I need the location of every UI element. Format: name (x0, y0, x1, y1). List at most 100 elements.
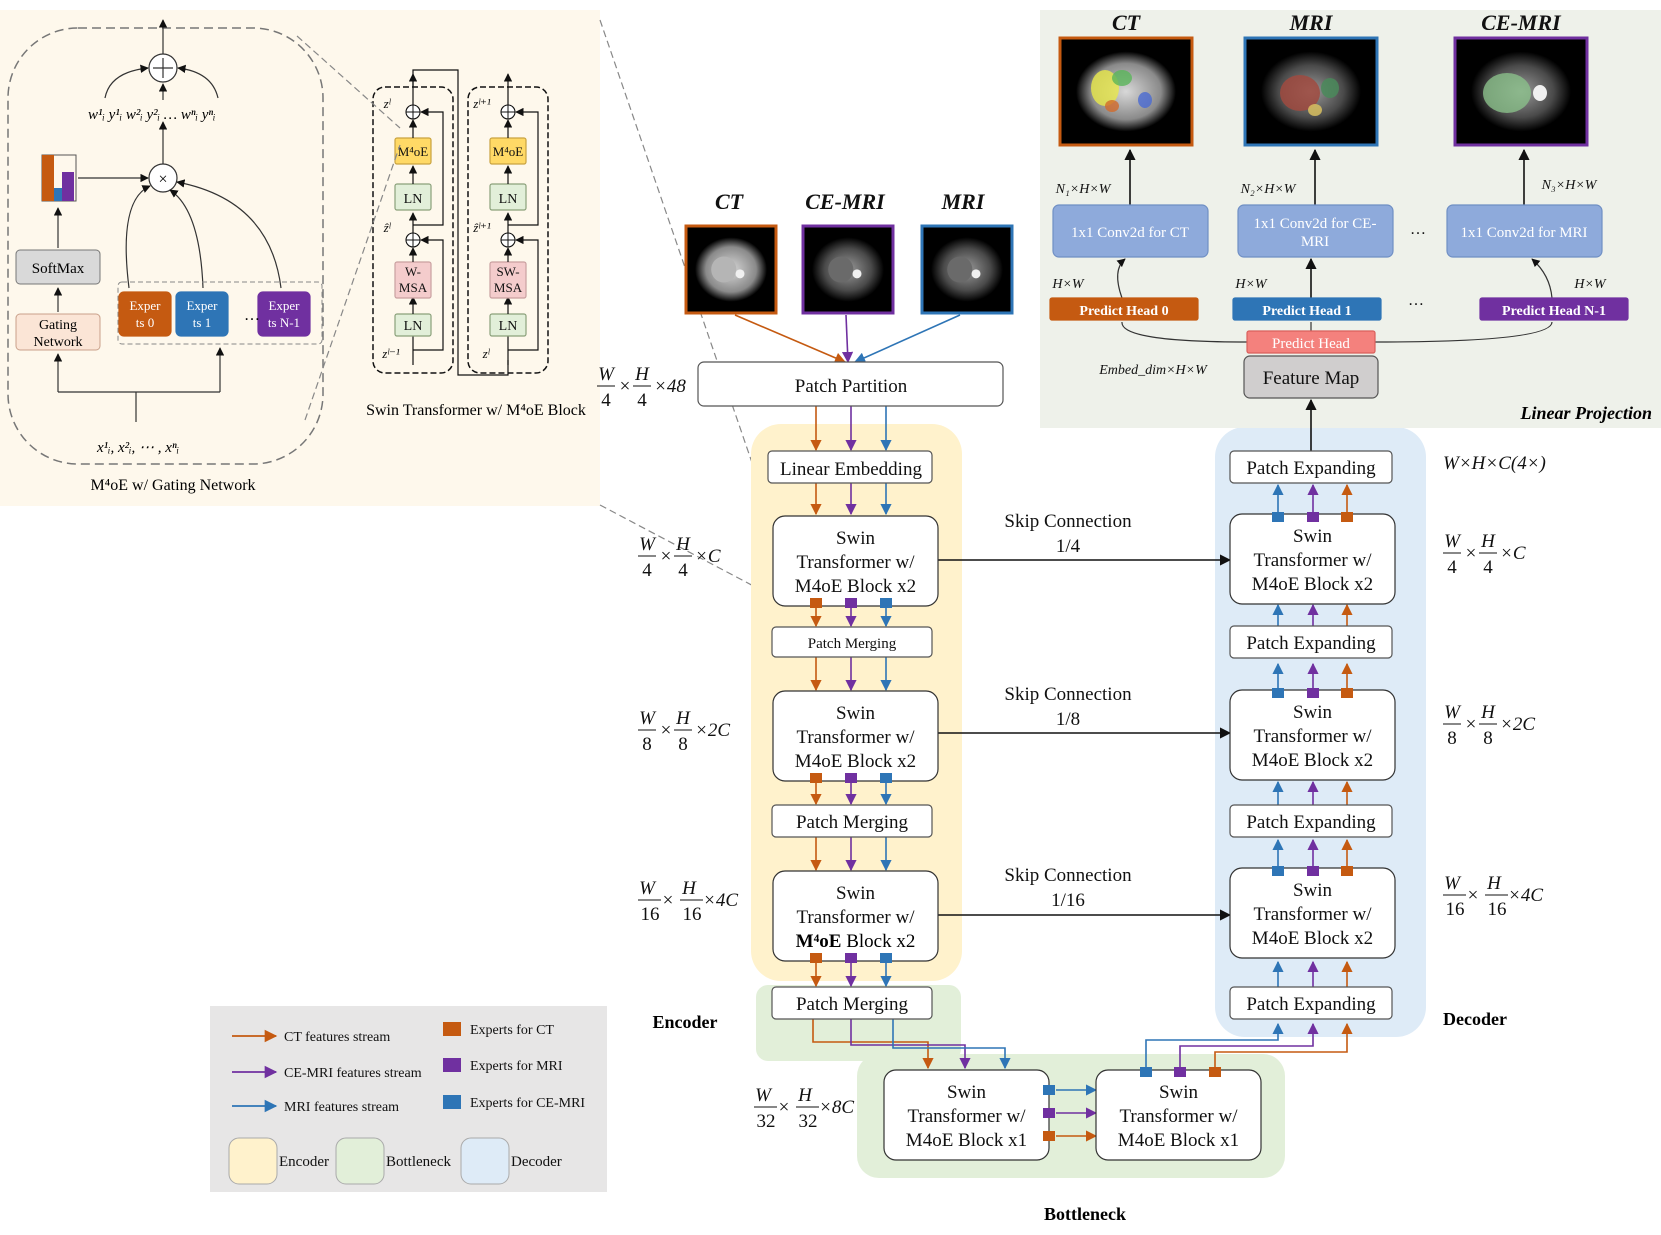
decoder-swin-1-line2: Transformer w/ (1253, 550, 1372, 571)
dim-stage1-w-numerator: W (639, 534, 657, 555)
dim-stage3-suffix: ×4C (703, 890, 738, 911)
wmsa-block-ln2-label: LN (404, 319, 423, 334)
legend-expert-swatch-0 (443, 1022, 461, 1036)
arrow (1214, 1022, 1353, 1067)
arrow (812, 1019, 934, 1070)
expert-marker (1209, 1067, 1221, 1077)
decoder-swin-2-line1: Swin (1293, 702, 1333, 723)
legend-region-decoder: Decoder (511, 1154, 562, 1170)
dim-stage3: W16×H16×4C (638, 878, 738, 925)
expert-marker (845, 598, 857, 608)
inputs-label: x¹ᵢ, x²ᵢ, ⋯ , xⁿᵢ (96, 440, 179, 456)
patch-merging-1-label: Patch Merging (808, 636, 897, 652)
dim-stage1-suffix: ×C (695, 546, 721, 567)
dim-dec-stage3-h-denominator: 16 (1488, 899, 1507, 920)
predict-head-shared-box (1246, 330, 1376, 354)
dim-stage2-suffix: ×2C (695, 720, 730, 741)
decoder-swin-1-line3: M4oE Block x2 (1252, 574, 1373, 595)
expert-marker (1174, 1067, 1186, 1077)
multiply-symbol: × (158, 171, 167, 188)
gating-network-label-line2: Network (34, 335, 83, 350)
dim-stage2: W8×H8×2C (638, 708, 730, 755)
dim-dec-stage2: W8×H8×2C (1443, 702, 1535, 749)
encoder-swin-3-line2: Transformer w/ (796, 907, 915, 928)
diagram-boxes: CT CE-MRI MRI Patch Partition Linear Embeddi… (697, 10, 1629, 1161)
dim-stage2-h-numerator: H (675, 708, 691, 729)
conv-0-box (1052, 204, 1209, 258)
patch-merging-3-box (771, 986, 933, 1020)
bottleneck-swin-2-line2: Transformer w/ (1119, 1106, 1238, 1127)
dim-stage4-w-numerator: W (755, 1085, 773, 1106)
heads-ellipsis: … (1408, 292, 1424, 309)
dim-dec-stage3: W16×H16×4C (1443, 873, 1543, 920)
decoder-swin-2-line2: Transformer w/ (1253, 726, 1372, 747)
legend-region-encoder-swatch (228, 1137, 278, 1185)
bottleneck-label: Bottleneck (1044, 1204, 1126, 1224)
dim-dec-stage2-w-numerator: W (1444, 702, 1462, 723)
encoder-swin-2-line3: M4oE Block x2 (795, 751, 916, 772)
dim-dec-stage1-times: × (1466, 543, 1477, 564)
dim-stage4-suffix: ×8C (819, 1097, 854, 1118)
softmax-box (15, 249, 101, 285)
dim-stage4-times: × (779, 1097, 790, 1118)
dim-stage3-w-numerator: W (639, 878, 657, 899)
dim-stage2-w-numerator: W (639, 708, 657, 729)
swmsa-block-msa-label-line2: MSA (494, 280, 523, 295)
dim-dec-stage3-w-numerator: W (1444, 873, 1462, 894)
wmsa-block-msa-label-line2: MSA (399, 280, 428, 295)
expert-marker (1140, 1067, 1152, 1077)
expert-marker (1341, 688, 1353, 698)
feature-map-label: Feature Map (1263, 368, 1360, 389)
dim-partition-w-numerator: W (598, 364, 616, 385)
swmsa-block-ln2-label: LN (499, 319, 518, 334)
expert-label-line2: ts N-1 (268, 315, 300, 330)
skip-connection-2-label-line1: Skip Connection (1004, 684, 1132, 705)
dim-dec-stage3-h-numerator: H (1486, 873, 1502, 894)
gating-panel: w¹ᵢ y¹ᵢ w²ᵢ y²ᵢ … wⁿᵢ yⁿᵢ × SoftMax Gati… (0, 10, 600, 506)
swin-block-detail-title: Swin Transformer w/ M⁴oE Block (366, 402, 586, 419)
dim-partition-h-numerator: H (634, 364, 650, 385)
wmsa-block-msa-label-line1: W- (405, 264, 421, 279)
dim-stage3-times: × (663, 890, 674, 911)
dim-dec-stage2-h-denominator: 8 (1483, 728, 1493, 749)
dim-partition-h-denominator: 4 (637, 390, 647, 411)
swmsa-block-ln1-label: LN (499, 192, 518, 207)
dim-dec-stage1: W4×H4×C (1443, 531, 1526, 578)
weights-label: w¹ᵢ y¹ᵢ w²ᵢ y²ᵢ … wⁿᵢ yⁿᵢ (88, 107, 216, 123)
expert-box-0 (118, 291, 172, 337)
decoder-swin-3-line3: M4oE Block x2 (1252, 928, 1373, 949)
conv-1-dim: N₂×H×W (1240, 182, 1297, 197)
dim-stage4-h-denominator: 32 (799, 1111, 818, 1132)
wmsa-block-ln1-label: LN (404, 192, 423, 207)
predict-head-2-label: Predict Head N-1 (1502, 304, 1606, 319)
patch-merging-1-box (771, 626, 933, 658)
dim-stage3-w-denominator: 16 (641, 904, 660, 925)
encoder-swin-2-line1: Swin (836, 703, 876, 724)
legend-region-bottleneck-swatch (335, 1137, 385, 1185)
dim-partition: W4×H4×48 (597, 364, 686, 411)
skip-connection-3-label-line1: Skip Connection (1004, 865, 1132, 886)
dim-dec-stage2-w-denominator: 8 (1447, 728, 1457, 749)
predict-head-1-dim: H×W (1234, 277, 1268, 292)
dim-partition-times: × (620, 376, 631, 397)
expert-marker (1272, 512, 1284, 522)
expert-marker (1043, 1085, 1055, 1095)
decoder-swin-1-line1: Swin (1293, 526, 1333, 547)
predict-head-0-label: Predict Head 0 (1079, 304, 1168, 319)
experts-group: Exper ts 0 Exper ts 1 Exper ts N-1 (118, 291, 311, 337)
conv-0-label-line1: 1x1 Conv2d for CT (1071, 225, 1189, 241)
expert-marker (1043, 1131, 1055, 1141)
dim-dec-stage3-suffix: ×4C (1508, 885, 1543, 906)
moe-bold-text: M⁴oE (796, 931, 842, 952)
dim-dec-stage1-w-denominator: 4 (1447, 557, 1457, 578)
bottleneck-swin-1-line1: Swin (947, 1082, 987, 1103)
input-label-1: CE-MRI (805, 189, 886, 214)
encoder-swin-1-line2: Transformer w/ (796, 552, 915, 573)
conv-1-label-line2: MRI (1301, 234, 1329, 250)
decoder-label: Decoder (1443, 1009, 1507, 1029)
expert-marker (1272, 688, 1284, 698)
legend-region-encoder: Encoder (279, 1154, 329, 1170)
expert-marker (810, 953, 822, 963)
embed-dim-label: Embed_dim×H×W (1098, 363, 1208, 378)
linear-embedding-box (767, 450, 933, 484)
